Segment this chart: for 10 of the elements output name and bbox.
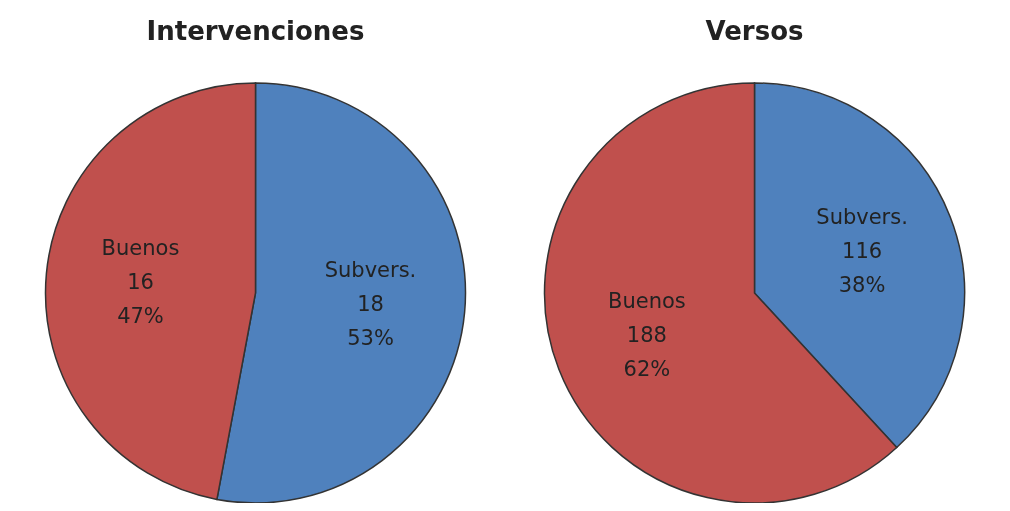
- slice-label: Buenos: [608, 288, 686, 313]
- data-label: 116 38%: [838, 239, 886, 298]
- chart-title: Versos: [704, 16, 805, 46]
- data-label: 16 47%: [117, 270, 164, 329]
- slice-label: Subvers.: [324, 257, 417, 282]
- data-label: 188 62%: [623, 322, 671, 381]
- chart-title: Intervenciones: [145, 16, 366, 46]
- data-label: 18 53%: [347, 291, 394, 350]
- slice-label: Buenos: [101, 236, 180, 261]
- slice-label: Subvers.: [816, 205, 908, 230]
